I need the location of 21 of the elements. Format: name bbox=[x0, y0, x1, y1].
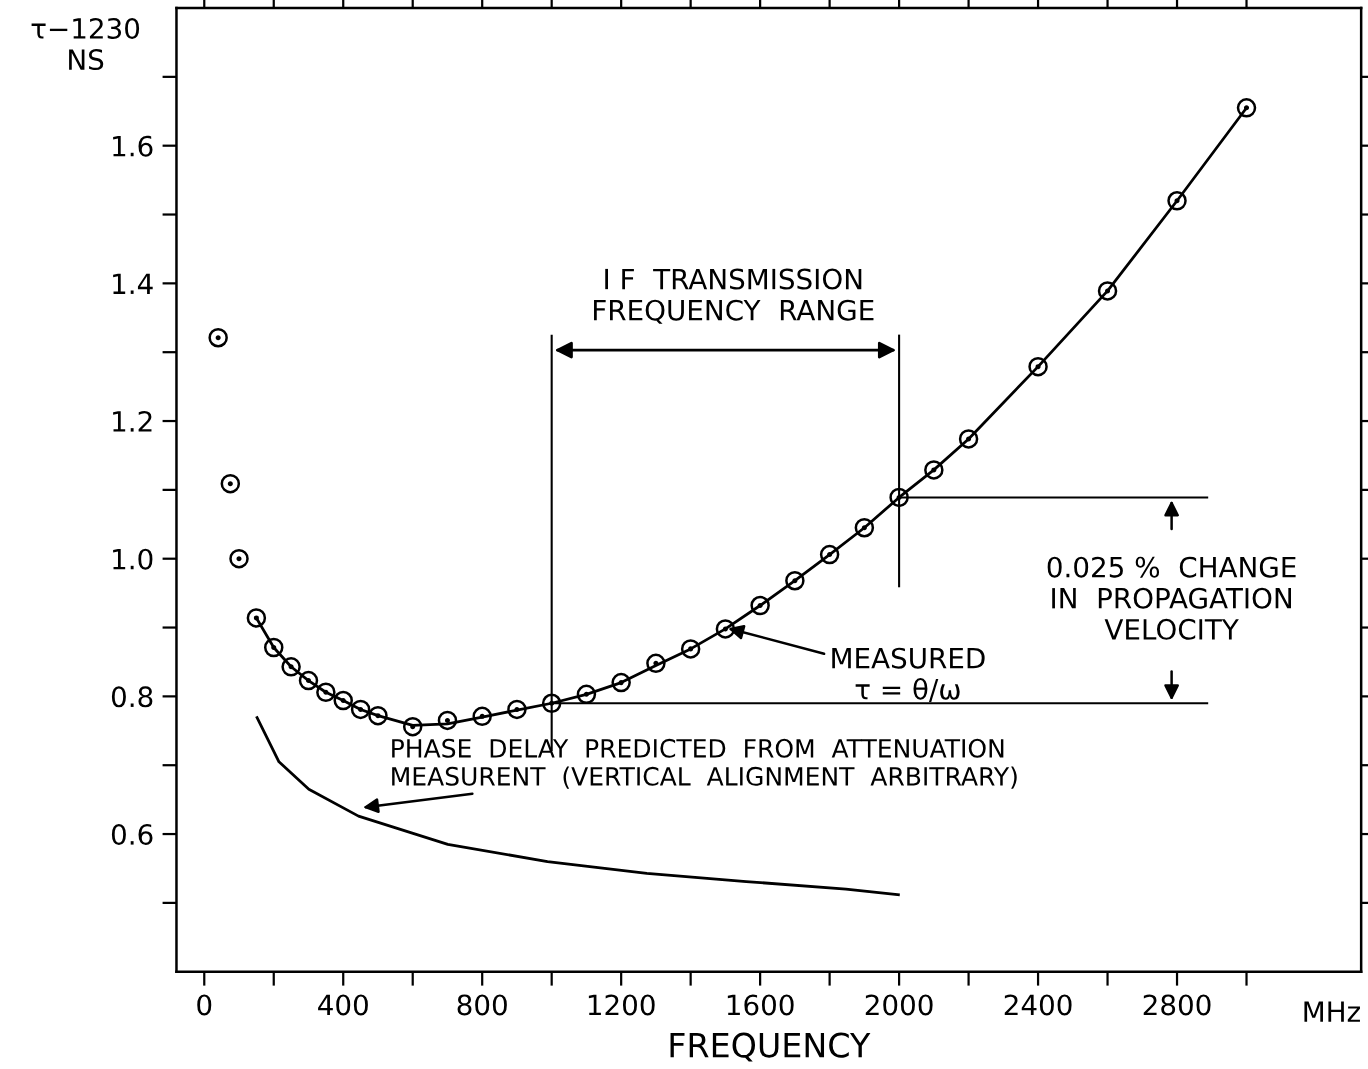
x-tick-label: 2800 bbox=[1143, 994, 1211, 1016]
text: MHz bbox=[1304, 1001, 1360, 1022]
x-tick-label: 800 bbox=[457, 994, 507, 1016]
y-tick-label: 1.2 bbox=[113, 410, 152, 432]
y-axis-title: τ−1230 NS bbox=[31, 17, 140, 71]
annotation: MEASURED τ = θ/ω bbox=[832, 647, 985, 702]
y-tick-label: 0.6 bbox=[111, 823, 153, 845]
y-tick-label: 0.8 bbox=[111, 686, 153, 708]
annotation: PHASE DELAY PREDICTED FROM ATTENUATION MEASURENT (VERTICAL ALIGNMENT ARBITRARY) bbox=[392, 738, 1017, 789]
x-tick-label: 0 bbox=[197, 994, 212, 1016]
y-tick-label: 1.4 bbox=[113, 273, 153, 294]
x-tick-label: 1600 bbox=[727, 994, 794, 1016]
x-tick-label: 2400 bbox=[1004, 994, 1072, 1016]
x-tick-label: 400 bbox=[318, 994, 368, 1016]
x-tick-label: 2000 bbox=[865, 994, 933, 1016]
annotation: 0.025 % CHANGE IN PROPAGATION VELOCITY bbox=[1047, 556, 1296, 640]
x-axis-title: FREQUENCY bbox=[670, 1032, 871, 1062]
y-tick-label: 1.6 bbox=[113, 135, 153, 157]
y-tick-label: 1.0 bbox=[113, 548, 153, 570]
annotation: I F TRANSMISSION FREQUENCY RANGE bbox=[594, 268, 874, 324]
x-tick-label: 1200 bbox=[588, 994, 655, 1016]
